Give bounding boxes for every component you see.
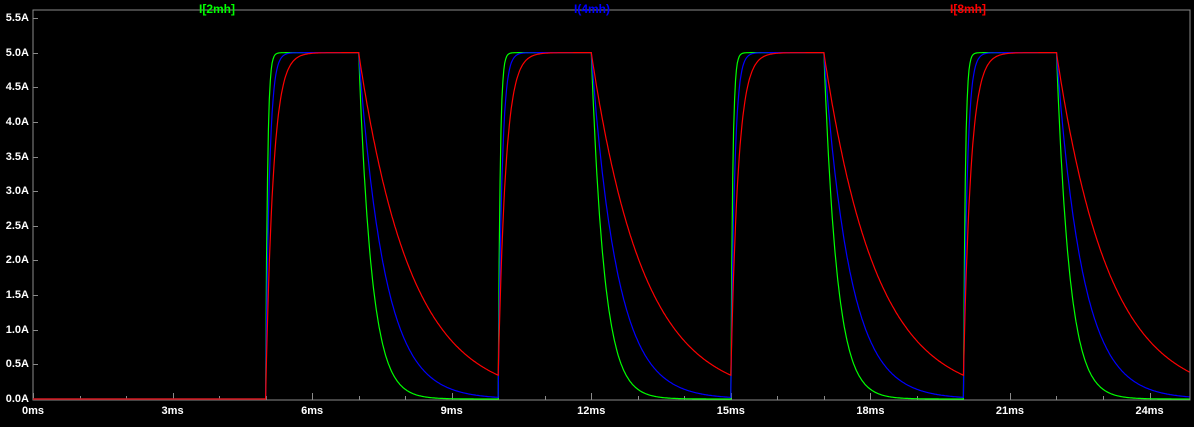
trace-label-4mh[interactable]: I(4mh) [574,2,610,16]
x-tick-label: 24ms [1135,405,1164,417]
x-tick-label: 6ms [301,405,324,417]
x-tick-label: 21ms [995,405,1025,417]
x-tick-label: 12ms [577,405,606,417]
x-tick-label: 0ms [21,405,45,417]
trace-4mh[interactable] [33,51,1190,400]
plot-border [32,9,1191,401]
y-tick-label: 2.5A [5,219,29,232]
y-tick-label: 3.0A [5,185,29,198]
trace-8mh[interactable] [33,51,1190,400]
y-tick-label: 4.0A [5,115,29,128]
y-tick-label: 0.0A [5,393,29,405]
y-tick-label: 0.5A [5,358,29,371]
y-tick-label: 4.5A [5,81,29,94]
y-tick-label: 1.5A [5,289,29,302]
x-tick-label: 15ms [716,405,745,417]
y-tick-label: 5.0A [5,46,29,59]
trace-2mh[interactable] [33,51,1190,400]
x-tick-label: 18ms [856,405,885,417]
x-tick-label: 3ms [161,405,184,417]
y-tick-label: 5.5A [5,12,29,24]
y-tick-label: 1.0A [5,323,29,336]
trace-label-2mh[interactable]: I[2mh] [199,2,235,16]
y-tick-label: 3.5A [5,150,29,163]
trace-legend: I[2mh] I(4mh) I[8mh] [0,2,1194,18]
y-tick-label: 2.0A [5,254,29,267]
trace-label-8mh[interactable]: I[8mh] [950,2,986,16]
x-tick-label: 9ms [440,405,463,417]
